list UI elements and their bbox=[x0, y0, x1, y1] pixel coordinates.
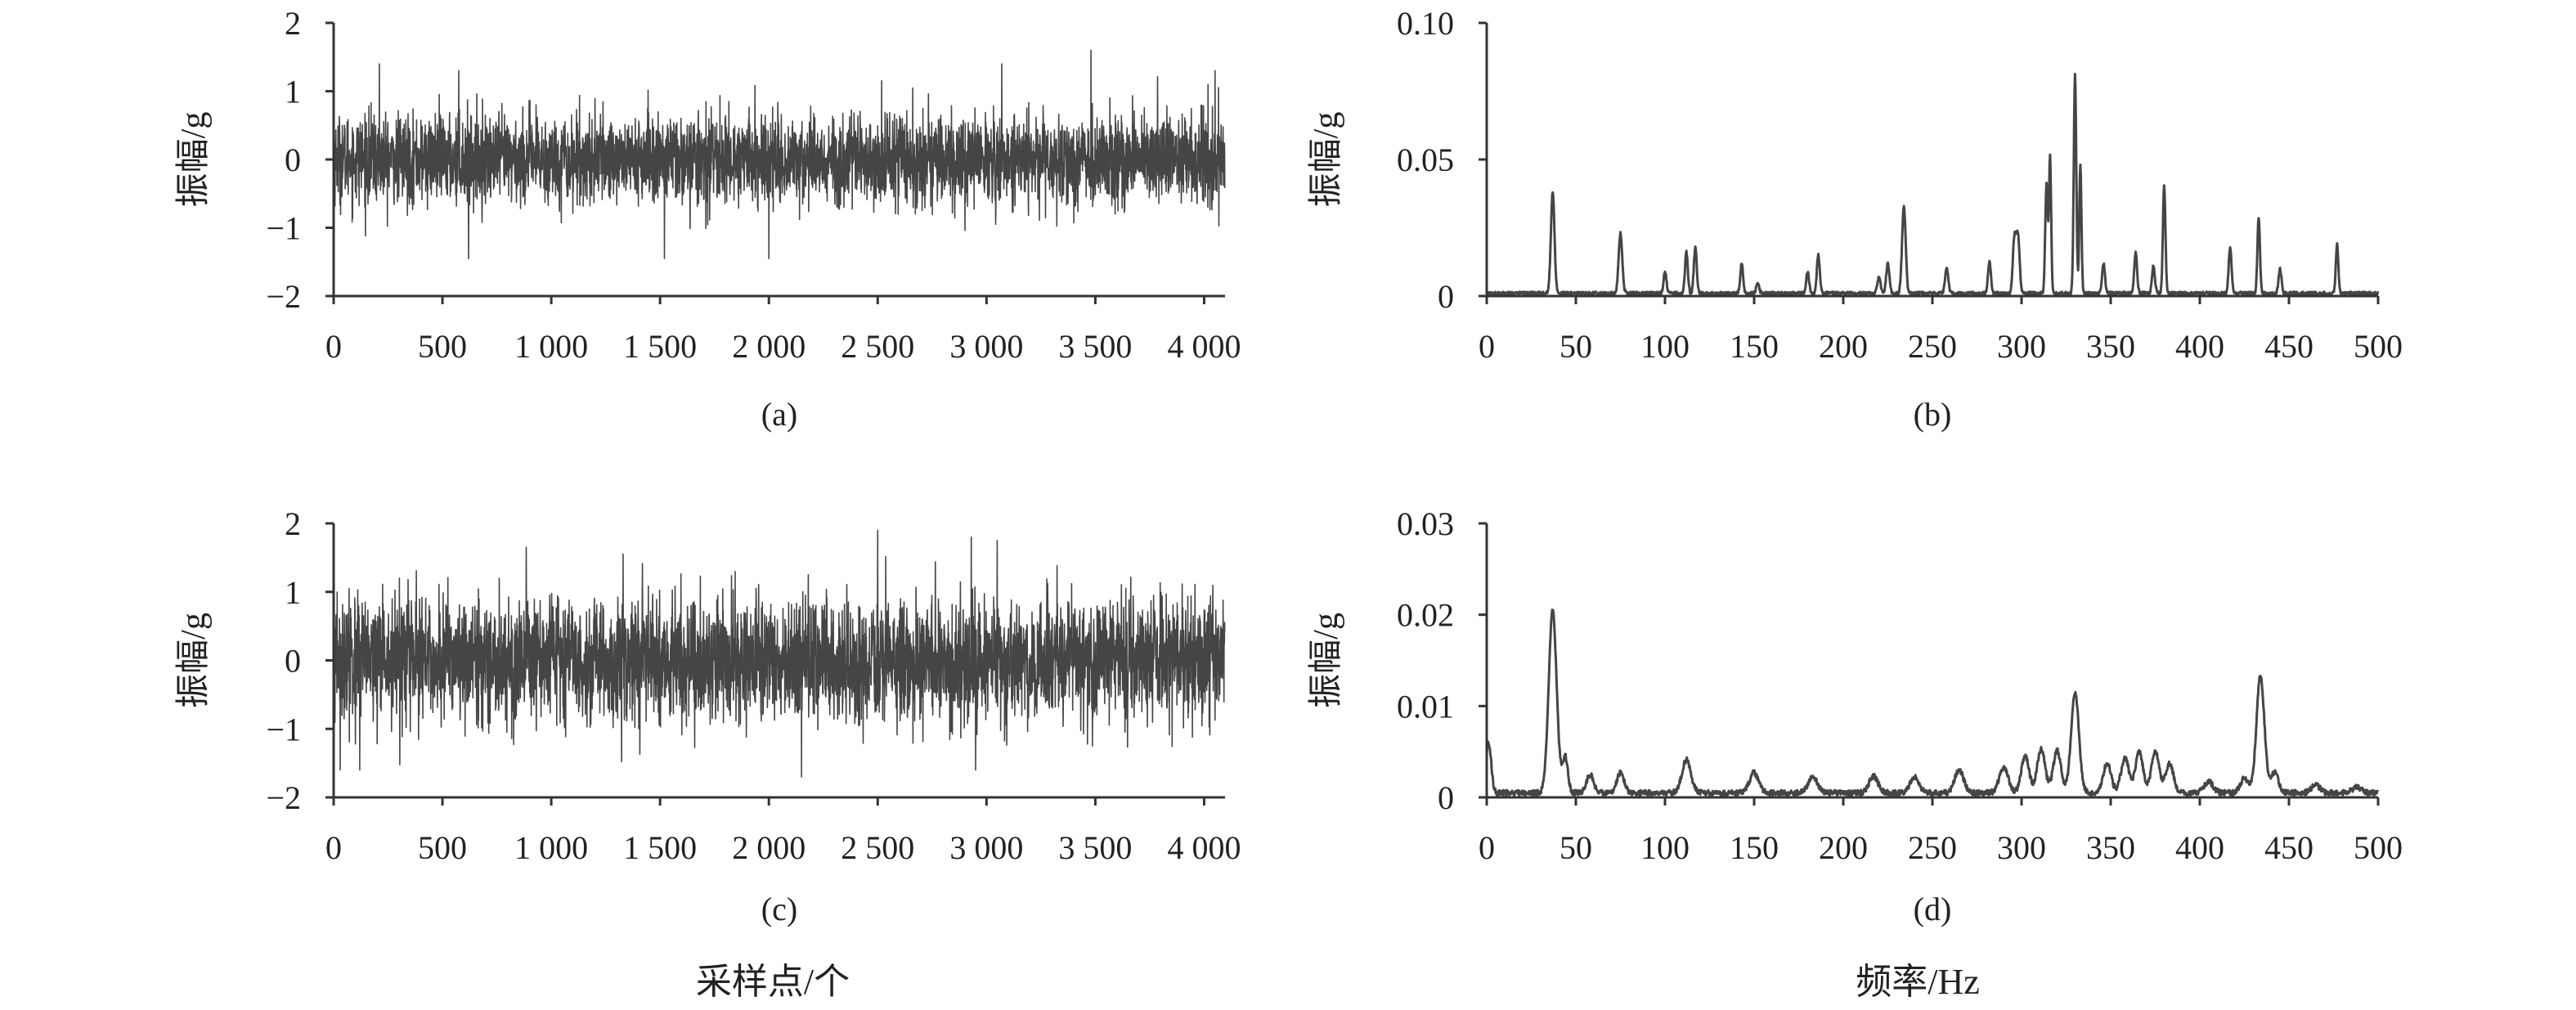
x-tick-label-d: 200 bbox=[1819, 829, 1868, 866]
x-tick-label-d: 300 bbox=[1997, 829, 2046, 866]
x-axis-title-time: 采样点/个 bbox=[696, 962, 850, 1002]
x-axis-title-frequency: 频率/Hz bbox=[1856, 962, 1980, 1002]
x-tick-label-a: 2 000 bbox=[732, 328, 806, 365]
x-tick-label-b: 100 bbox=[1640, 328, 1690, 365]
x-tick-label-c: 500 bbox=[418, 829, 467, 866]
x-tick-label-d: 100 bbox=[1640, 829, 1690, 866]
y-axis-label-b: 振幅/g bbox=[1308, 112, 1345, 208]
x-tick-label-d: 150 bbox=[1730, 829, 1779, 866]
y-axis-label-c: 振幅/g bbox=[175, 613, 213, 708]
panel-caption-d: (d) bbox=[1914, 891, 1952, 927]
x-tick-label-b: 150 bbox=[1730, 328, 1779, 365]
x-tick-label-c: 0 bbox=[325, 829, 342, 866]
x-tick-label-a: 500 bbox=[418, 328, 467, 365]
x-tick-label-d: 250 bbox=[1908, 829, 1957, 866]
x-tick-label-b: 500 bbox=[2354, 328, 2403, 365]
y-tick-label-c: −2 bbox=[266, 779, 301, 816]
panel-caption-b: (b) bbox=[1914, 396, 1952, 433]
x-tick-label-b: 200 bbox=[1819, 328, 1868, 365]
x-tick-label-c: 2 000 bbox=[732, 829, 806, 866]
x-tick-label-a: 1 000 bbox=[514, 328, 588, 365]
x-tick-label-d: 0 bbox=[1479, 829, 1495, 866]
x-tick-label-a: 4 000 bbox=[1167, 328, 1241, 365]
x-tick-label-c: 1 000 bbox=[514, 829, 588, 866]
y-tick-label-b: 0 bbox=[1438, 278, 1454, 315]
y-tick-label-d: 0 bbox=[1438, 779, 1454, 816]
chart-panel-d: 0 50 100 150 200 250 300 350 400 450 500 0 0.01 0.02 0… bbox=[1308, 505, 2403, 927]
panel-caption-c: (c) bbox=[761, 891, 797, 927]
y-tick-label-b: 0.05 bbox=[1397, 141, 1454, 178]
y-axis-label-a: 振幅/g bbox=[175, 112, 213, 208]
y-tick-label-a: 1 bbox=[285, 74, 301, 110]
y-tick-label-b: 0.10 bbox=[1397, 5, 1454, 42]
y-axis-label-d: 振幅/g bbox=[1308, 613, 1345, 708]
chart-panel-c: 0 500 1 000 1 500 2 000 2 500 3 000 3 500 4 000 −… bbox=[175, 505, 1241, 927]
x-tick-label-b: 300 bbox=[1997, 328, 2046, 365]
series-line-d bbox=[1485, 608, 2380, 797]
x-tick-label-a: 1 500 bbox=[623, 328, 697, 365]
y-tick-label-c: 2 bbox=[285, 505, 301, 542]
x-tick-label-a: 3 500 bbox=[1058, 328, 1132, 365]
y-tick-label-a: 0 bbox=[285, 141, 301, 178]
x-tick-label-d: 500 bbox=[2354, 829, 2403, 866]
x-tick-label-a: 0 bbox=[325, 328, 342, 365]
x-tick-label-c: 2 500 bbox=[841, 829, 914, 866]
x-tick-label-b: 450 bbox=[2264, 328, 2313, 365]
x-tick-label-d: 400 bbox=[2175, 829, 2224, 866]
x-tick-label-c: 3 000 bbox=[949, 829, 1023, 866]
x-tick-label-b: 400 bbox=[2175, 328, 2224, 365]
y-tick-label-a: 2 bbox=[285, 5, 301, 42]
x-tick-label-c: 1 500 bbox=[623, 829, 697, 866]
x-tick-label-a: 3 000 bbox=[949, 328, 1023, 365]
y-tick-label-d: 0.02 bbox=[1397, 597, 1454, 634]
x-tick-label-b: 350 bbox=[2086, 328, 2135, 365]
y-tick-label-d: 0.03 bbox=[1397, 505, 1454, 542]
y-tick-label-c: 1 bbox=[285, 574, 301, 611]
series-line-b bbox=[1485, 73, 2380, 297]
x-tick-label-c: 3 500 bbox=[1058, 829, 1132, 866]
x-tick-label-d: 450 bbox=[2264, 829, 2313, 866]
y-tick-label-d: 0.01 bbox=[1397, 688, 1454, 725]
x-tick-label-b: 250 bbox=[1908, 328, 1957, 365]
x-tick-label-b: 50 bbox=[1560, 328, 1592, 365]
series-line-a bbox=[333, 49, 1226, 259]
y-tick-label-c: 0 bbox=[285, 643, 301, 680]
panel-caption-a: (a) bbox=[761, 396, 797, 433]
chart-panel-a: 0 500 1 000 1 500 2 000 2 500 3 000 3 500 4 000 −… bbox=[175, 5, 1241, 433]
x-tick-label-d: 50 bbox=[1560, 829, 1592, 866]
y-tick-label-c: −1 bbox=[266, 711, 301, 747]
y-tick-label-a: −2 bbox=[266, 278, 301, 315]
x-tick-label-a: 2 500 bbox=[841, 328, 914, 365]
chart-panel-b: 0 50 100 150 200 250 300 350 400 450 500 0 0.05 0.10 振… bbox=[1308, 5, 2403, 433]
y-tick-label-a: −1 bbox=[266, 210, 301, 247]
x-tick-label-c: 4 000 bbox=[1167, 829, 1241, 866]
x-tick-label-d: 350 bbox=[2086, 829, 2135, 866]
x-tick-label-b: 0 bbox=[1479, 328, 1495, 365]
series-line-c bbox=[333, 529, 1226, 778]
chart-panels: 0 500 1 000 1 500 2 000 2 500 3 000 3 500 4 000−… bbox=[175, 5, 2403, 927]
